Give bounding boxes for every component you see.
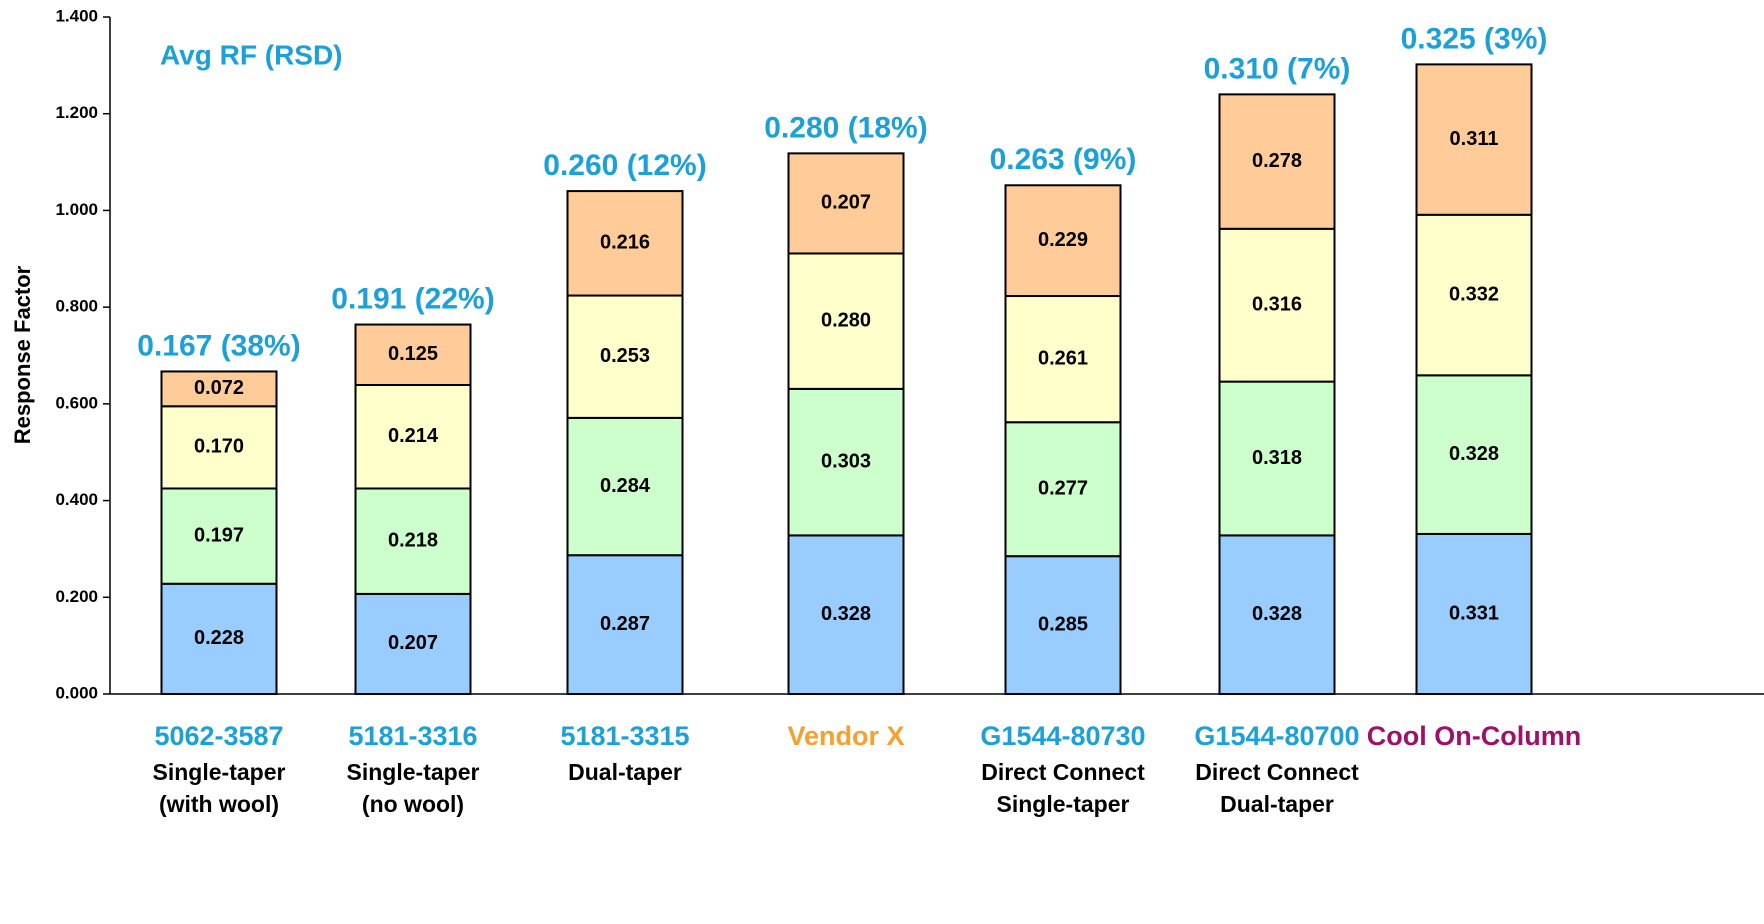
x-tick-label: 5181-3316 [348, 721, 477, 751]
value-label: 0.332 [1449, 283, 1499, 305]
y-tick-label: 1.000 [55, 200, 98, 219]
bar-segment [1004, 184, 1122, 298]
value-label: 0.280 [821, 309, 871, 331]
bar-segment [160, 487, 278, 585]
value-label: 0.303 [821, 450, 871, 472]
bar-segment [566, 294, 684, 419]
total-label: 0.167 (38%) [137, 329, 300, 362]
x-sublabel: Dual-taper [1220, 791, 1334, 817]
value-label: 0.229 [1038, 229, 1088, 251]
x-tick-label: Cool On-Column [1367, 721, 1581, 751]
value-label: 0.278 [1252, 150, 1302, 172]
value-label: 0.125 [388, 343, 438, 365]
x-sublabel: Dual-taper [568, 759, 682, 785]
annotation: Avg RF (RSD) [160, 39, 343, 70]
bar-segment [1218, 93, 1336, 230]
y-tick-label: 0.600 [55, 393, 98, 412]
value-label: 0.197 [194, 524, 244, 546]
total-label: 0.280 (18%) [764, 111, 927, 144]
value-label: 0.328 [821, 603, 871, 625]
bar-segment [1218, 534, 1336, 695]
bar-segment [566, 190, 684, 297]
bar-segment [1415, 63, 1533, 216]
y-tick-label: 1.200 [55, 103, 98, 122]
y-tick-label: 0.800 [55, 297, 98, 316]
value-label: 0.218 [388, 529, 438, 551]
x-sublabel: (no wool) [362, 791, 464, 817]
value-label: 0.207 [821, 192, 871, 214]
x-sublabel: Single-taper [347, 759, 480, 785]
value-label: 0.284 [600, 475, 651, 497]
value-label: 0.072 [194, 377, 244, 399]
x-tick-label: G1544-80700 [1194, 721, 1359, 751]
y-tick-label: 1.400 [55, 6, 98, 25]
value-label: 0.170 [194, 436, 244, 458]
bar-segment [160, 582, 278, 696]
x-tick-label: 5181-3315 [560, 721, 689, 751]
value-label: 0.253 [600, 345, 650, 367]
value-label: 0.207 [388, 632, 438, 654]
bar-segment [1004, 555, 1122, 695]
total-label: 0.191 (22%) [331, 282, 494, 315]
value-label: 0.216 [600, 232, 650, 254]
bar-segment [566, 416, 684, 557]
bar-segment [354, 323, 472, 386]
bar-segment [787, 152, 905, 255]
x-tick-label: 5062-3587 [154, 721, 283, 751]
bar-segment [1218, 227, 1336, 383]
value-label: 0.285 [1038, 613, 1088, 635]
x-sublabel: Direct Connect [981, 759, 1145, 785]
bar-segment [354, 592, 472, 695]
bar-segment [1004, 295, 1122, 424]
value-label: 0.331 [1449, 602, 1499, 624]
value-label: 0.311 [1450, 128, 1499, 150]
bar-segment [160, 370, 278, 408]
total-label: 0.260 (12%) [543, 149, 706, 182]
bar-segment [1415, 532, 1533, 696]
y-tick-label: 0.400 [55, 490, 98, 509]
x-sublabel: Direct Connect [1195, 759, 1359, 785]
value-label: 0.328 [1449, 443, 1499, 465]
x-sublabel: (with wool) [159, 791, 279, 817]
total-label: 0.310 (7%) [1204, 52, 1351, 85]
x-tick-label: Vendor X [787, 721, 904, 751]
x-sublabel: Single-taper [153, 759, 286, 785]
x-sublabel: Single-taper [997, 791, 1130, 817]
y-axis-title: Response Factor [10, 265, 35, 444]
value-label: 0.318 [1252, 447, 1302, 469]
bar-segment [160, 405, 278, 490]
value-label: 0.316 [1252, 293, 1302, 315]
total-label: 0.263 (9%) [990, 143, 1137, 176]
value-label: 0.228 [194, 627, 244, 649]
y-tick-label: 0.200 [55, 587, 98, 606]
value-label: 0.277 [1038, 477, 1088, 499]
value-label: 0.214 [388, 425, 439, 447]
bar-segment [1415, 213, 1533, 377]
total-label: 0.325 (3%) [1401, 22, 1548, 55]
value-label: 0.287 [600, 613, 650, 635]
y-tick-label: 0.000 [55, 683, 98, 702]
value-label: 0.328 [1252, 603, 1302, 625]
bar-segment [1004, 421, 1122, 558]
value-label: 0.261 [1038, 347, 1088, 369]
x-tick-label: G1544-80730 [980, 721, 1145, 751]
bar-segment [1415, 374, 1533, 535]
